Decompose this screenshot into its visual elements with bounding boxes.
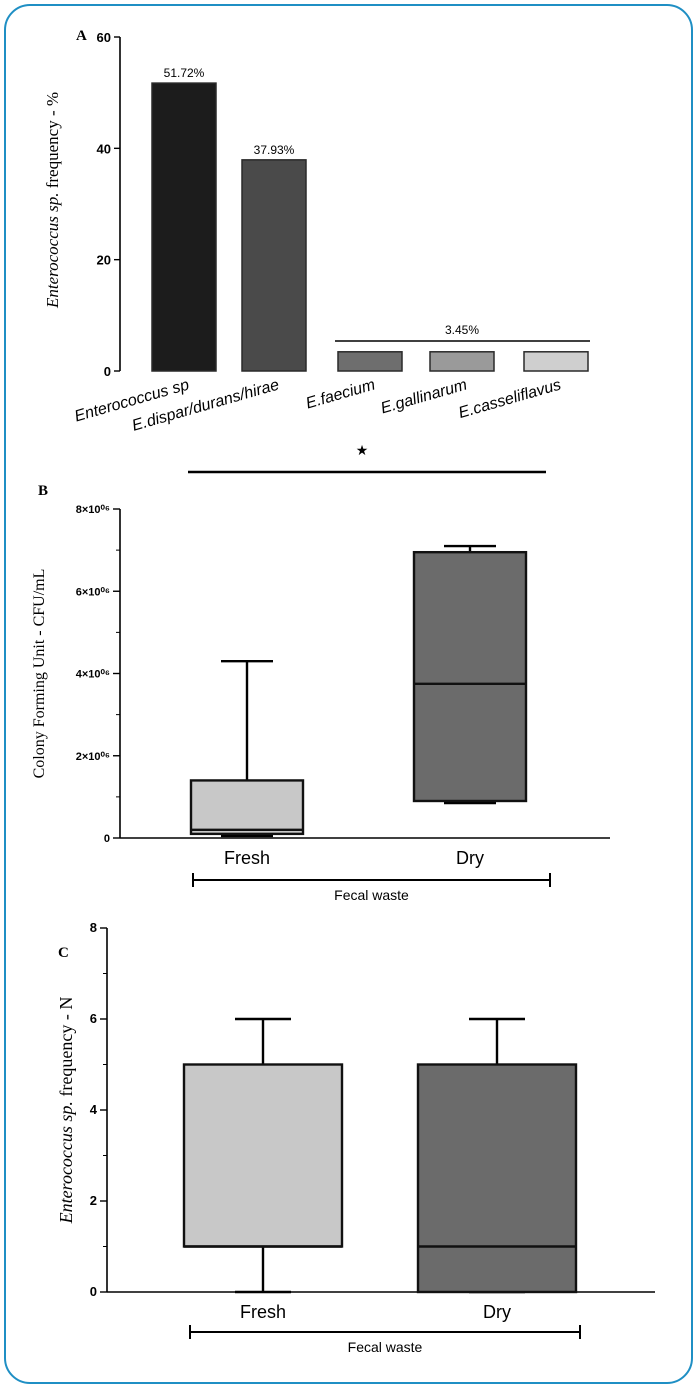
x-tick-label: E.faecium (304, 377, 377, 413)
panel-a-bar-chart: 0 20 40 60 Enterococcus sp. frequency - % 51.… (43, 30, 590, 435)
y-tick-label: 2×10⁰⁶ (76, 751, 110, 763)
y-tick-label: 0 (104, 833, 110, 845)
x-tick-label: Fresh (224, 848, 270, 868)
y-tick-label: 4×10⁰⁶ (76, 669, 110, 681)
bar (151, 82, 217, 372)
x-tick-label: E.casseliflavus (457, 377, 563, 423)
panel-b-box-plot: 0 2×10⁰⁶ 4×10⁰⁶ 6×10⁰⁶ 8×10⁰⁶ Colony Forming … (31, 442, 610, 903)
panel-c-box-plot: 0 2 4 6 8 Enterococcus sp. frequency - N Fresh… (56, 920, 655, 1354)
group-label: Fecal waste (334, 887, 409, 903)
y-tick-label: 2 (90, 1193, 97, 1208)
box (416, 1063, 578, 1294)
y-tick-label: 60 (97, 30, 111, 45)
figure-frame (4, 4, 693, 1384)
y-tick-label: 0 (104, 364, 111, 379)
y-tick-label: 4 (90, 1102, 98, 1117)
box (182, 1063, 344, 1248)
panel-label-b: B (38, 483, 48, 499)
y-tick-label: 0 (90, 1284, 97, 1299)
y-tick-label: 6 (90, 1011, 97, 1026)
y-tick-label: 8 (90, 920, 97, 935)
x-tick-label: E.gallinarum (379, 377, 469, 418)
y-axis-label: Enterococcus sp. frequency - N (56, 997, 76, 1225)
significance-marker: ★ (356, 442, 369, 458)
group-label: 3.45% (445, 323, 479, 337)
box (412, 550, 528, 803)
y-tick-label: 40 (97, 141, 111, 156)
y-axis-label: Colony Forming Unit - CFU/mL (31, 569, 48, 779)
group-label: Fecal waste (348, 1339, 423, 1354)
bar (523, 351, 589, 372)
bar (429, 351, 495, 372)
y-axis-label: Enterococcus sp. frequency - % (43, 92, 62, 309)
data-label: 37.93% (254, 143, 295, 157)
panel-label-a: A (76, 28, 87, 44)
x-tick-label: Dry (456, 848, 484, 868)
data-label: 51.72% (164, 66, 205, 80)
y-tick-label: 8×10⁰⁶ (76, 504, 110, 516)
x-tick-label: Fresh (240, 1302, 286, 1322)
bar (241, 159, 307, 372)
y-tick-label: 20 (97, 253, 111, 268)
panel-label-c: C (58, 945, 69, 961)
x-tick-label: Dry (483, 1302, 511, 1322)
y-tick-label: 6×10⁰⁶ (76, 586, 110, 598)
bar (337, 351, 403, 372)
box (189, 779, 305, 836)
